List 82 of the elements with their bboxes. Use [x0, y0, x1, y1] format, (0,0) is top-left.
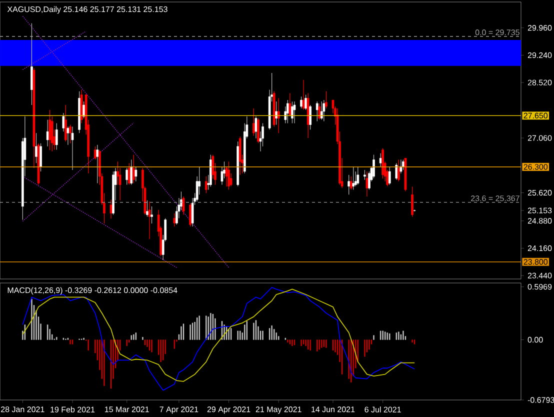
candlestick	[254, 116, 258, 139]
candlestick	[132, 154, 135, 184]
y-tick-label: 25.620	[528, 190, 552, 196]
candlestick	[96, 144, 99, 184]
chart-title: XAGUSD,Daily 25.146 25.177 25.131 25.153	[7, 6, 168, 14]
x-tick-label: 29 Apr 2021	[207, 406, 250, 414]
candlestick	[309, 104, 312, 130]
candlestick	[173, 212, 176, 227]
ref-line-label: 0.0 = 29.735	[475, 30, 520, 36]
y-tick-label: -0.6793	[528, 397, 554, 403]
candlestick	[368, 171, 370, 190]
candlestick	[228, 161, 230, 190]
y-tick-label: 27.060	[528, 135, 552, 141]
candlestick	[325, 90, 328, 109]
candlestick	[69, 124, 72, 144]
candlestick	[182, 196, 185, 216]
candlestick	[238, 136, 242, 176]
x-tick-label: 21 May 2021	[256, 406, 302, 414]
ref-line-label: 26.300	[524, 164, 548, 170]
candlestick	[398, 159, 400, 182]
y-tick-label: 0.5969	[528, 284, 552, 290]
candlestick	[150, 206, 153, 224]
candlestick	[46, 119, 49, 147]
ref-line-label: 27.650	[524, 112, 548, 118]
candlestick	[300, 96, 302, 109]
candlestick	[257, 118, 260, 144]
candlestick	[348, 174, 350, 195]
y-tick-label: 0.00	[528, 336, 543, 343]
candlestick	[293, 101, 296, 124]
y-tick-label: 29.240	[528, 52, 552, 58]
candlestick	[364, 170, 366, 180]
candlestick	[277, 98, 280, 134]
candlestick	[62, 112, 65, 132]
candlestick	[35, 132, 38, 164]
y-tick-label: 24.880	[528, 218, 552, 224]
x-tick-label: 15 Mar 2021	[105, 406, 149, 412]
y-tick-label: 25.153	[528, 208, 552, 214]
candlestick	[275, 101, 278, 126]
candlestick	[94, 146, 96, 160]
ref-line-label: 23.800	[524, 259, 548, 265]
candlestick	[126, 168, 128, 186]
candlestick	[322, 100, 326, 122]
candlestick	[350, 176, 352, 190]
candlestick	[411, 186, 414, 217]
ref-line-label: 23.6 = 25.367	[471, 195, 520, 202]
candlestick	[356, 166, 360, 186]
candlestick	[320, 101, 323, 120]
candlestick	[354, 171, 357, 187]
candlestick	[130, 159, 133, 186]
x-tick-label: 6 Jul 2021	[364, 406, 401, 412]
x-tick-label: 28 Jan 2021	[1, 406, 44, 412]
candlestick	[146, 200, 148, 217]
chart-title: MACD(12,26,9) -0.3269 -0.2612 0.0000 -0.0854	[8, 287, 178, 295]
candlestick	[66, 126, 70, 146]
x-tick-label: 14 Jun 2021	[312, 406, 355, 412]
candlestick	[55, 122, 58, 150]
candlestick	[388, 166, 391, 186]
candlestick	[48, 110, 52, 150]
y-tick-label: 28.520	[528, 80, 552, 86]
candlestick	[288, 92, 292, 117]
candlestick	[64, 104, 67, 142]
candlestick	[40, 143, 42, 172]
candlestick	[379, 152, 382, 167]
candlestick	[230, 173, 232, 187]
candlestick	[291, 101, 294, 124]
candlestick	[352, 166, 355, 190]
candlestick	[71, 126, 74, 170]
candlestick	[110, 199, 112, 219]
candlestick	[372, 154, 375, 179]
y-tick-label: 24.160	[528, 245, 552, 252]
x-tick-label: 7 Apr 2021	[160, 406, 198, 414]
y-tick-label: 29.960	[528, 25, 552, 31]
candlestick	[302, 80, 305, 110]
x-tick-label: 19 Feb 2021	[50, 406, 95, 412]
candlestick	[134, 166, 138, 182]
candlestick	[316, 101, 318, 122]
candlestick	[252, 108, 255, 136]
candlestick	[413, 209, 416, 212]
candlestick	[204, 176, 208, 194]
candlestick	[318, 103, 321, 120]
candlestick	[366, 171, 368, 197]
y-tick-label: 23.440	[528, 272, 552, 278]
